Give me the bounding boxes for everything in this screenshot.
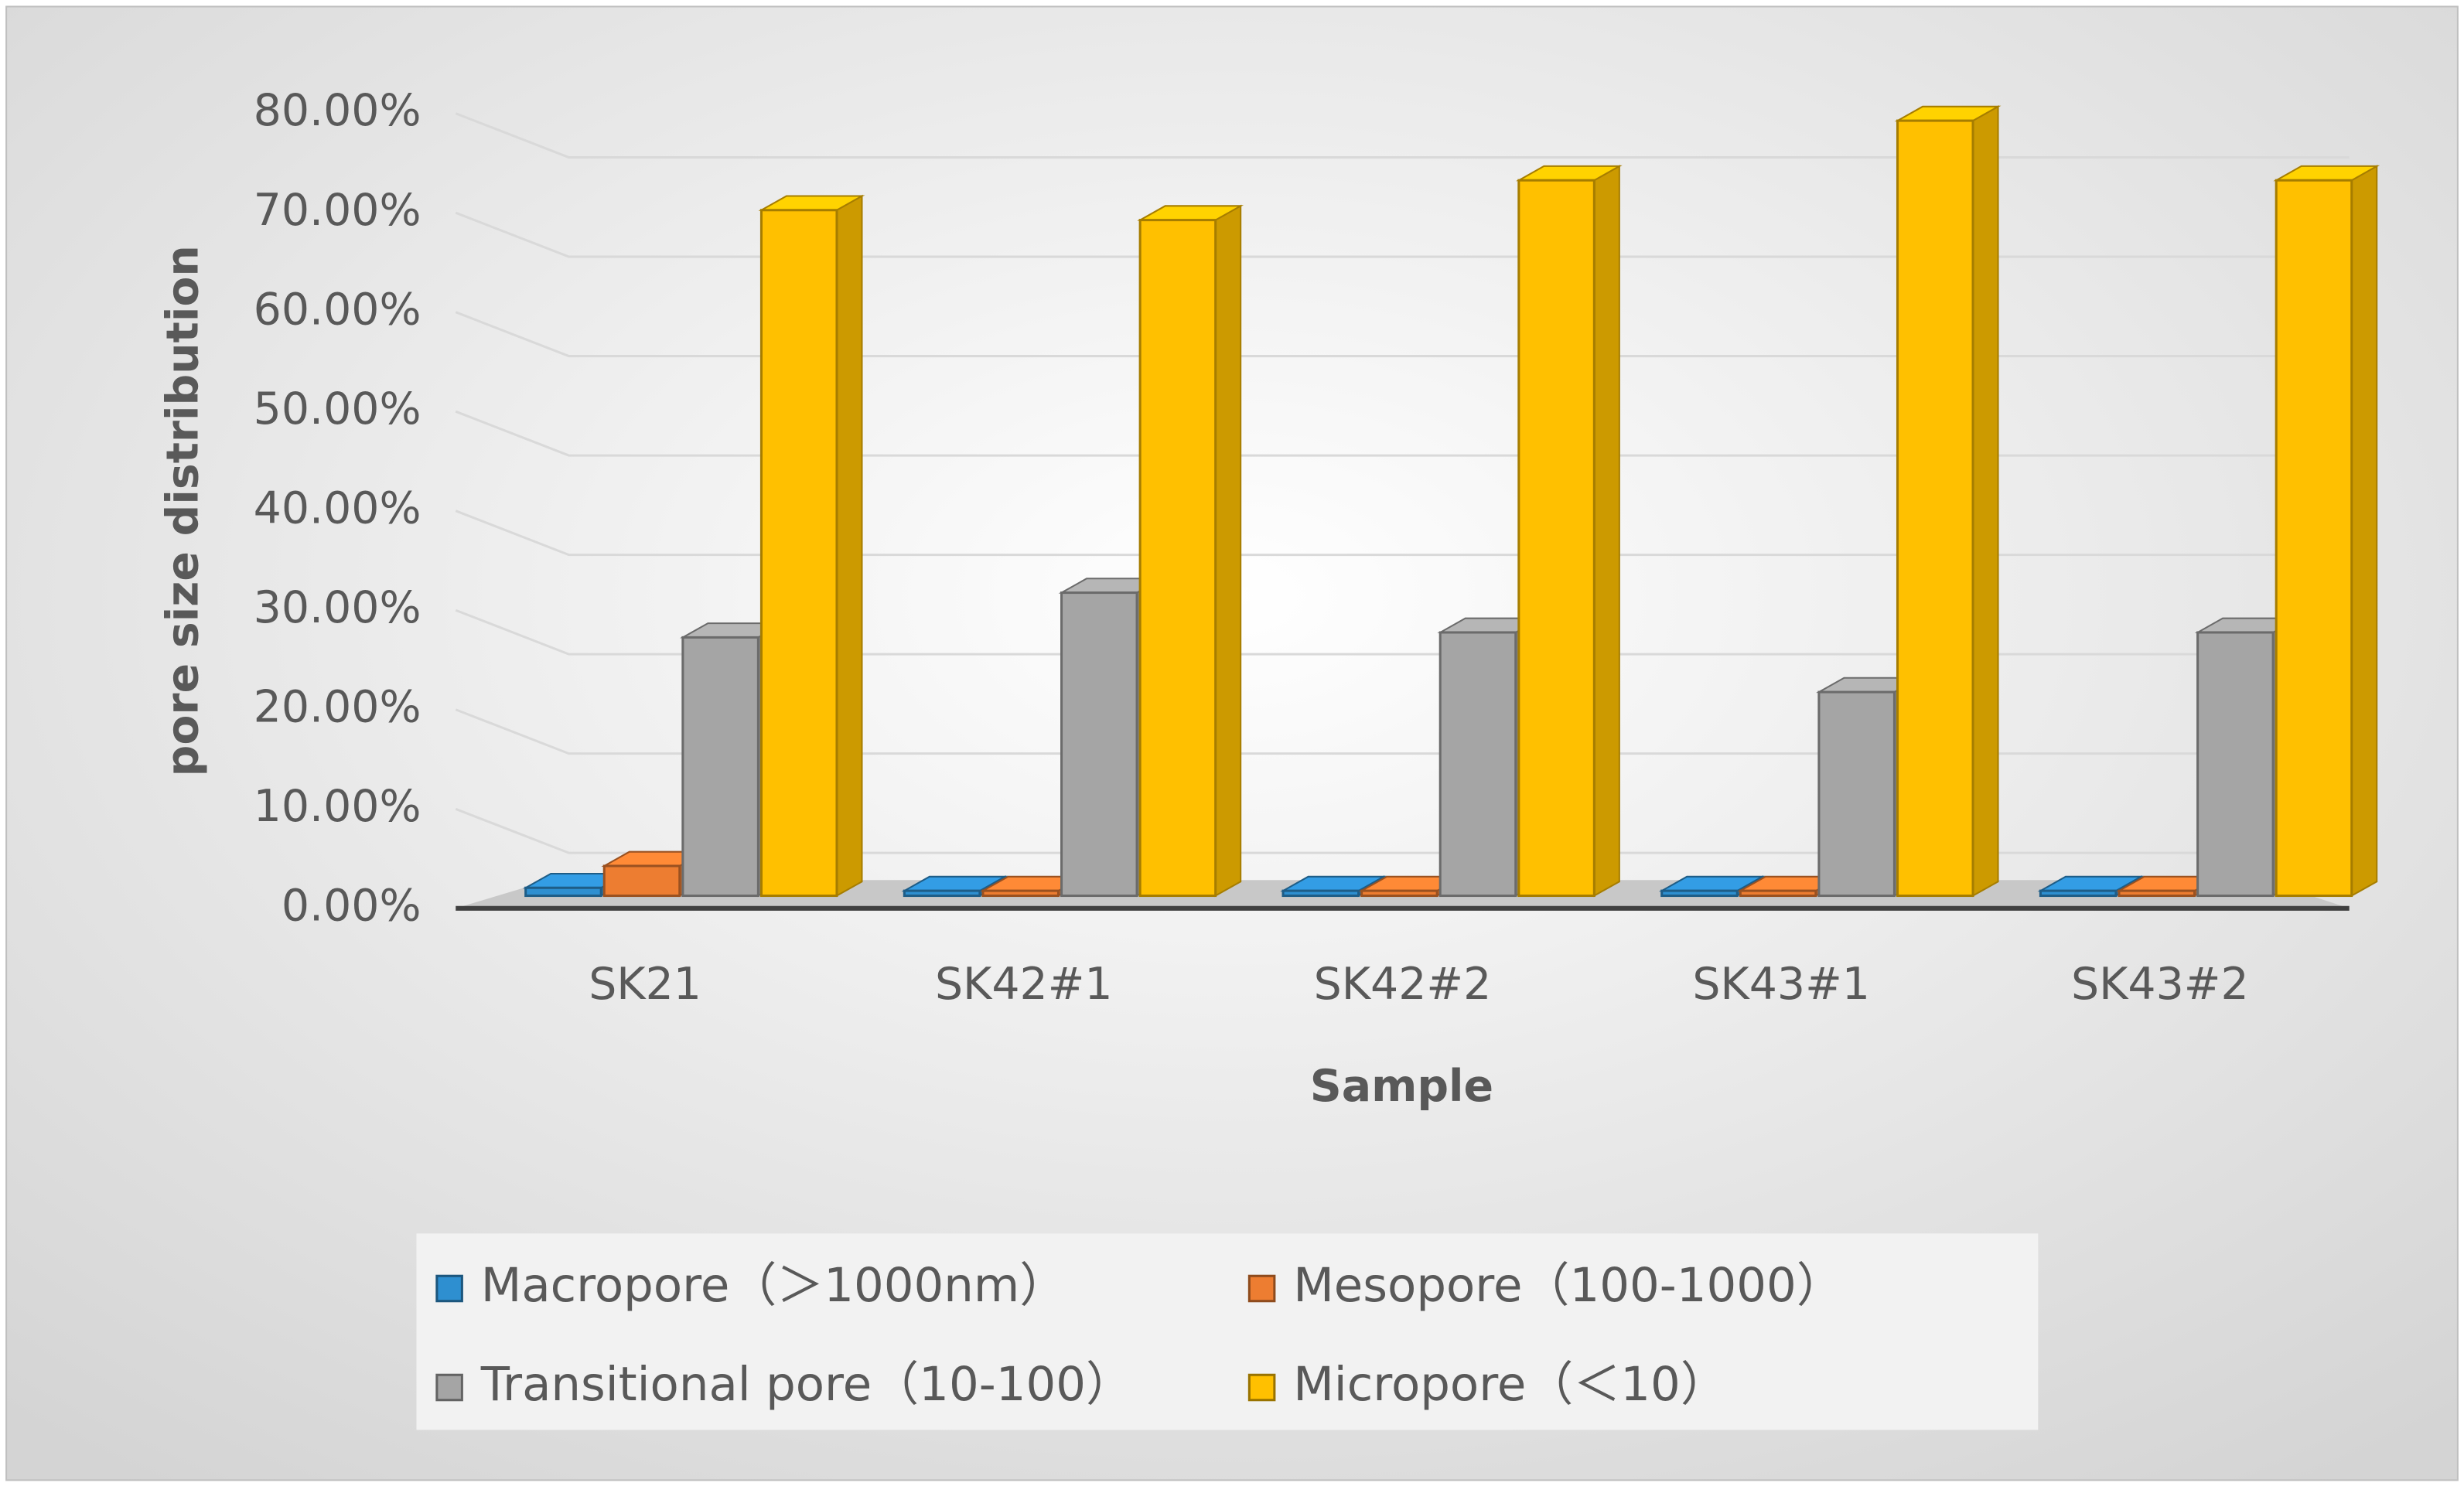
legend-label: Transitional pore（10-100）	[480, 1357, 1133, 1412]
grid-line	[455, 211, 2350, 258]
bar	[1896, 119, 1974, 898]
grid-line	[455, 608, 2350, 656]
grid-line	[455, 708, 2350, 755]
legend-marker	[435, 1373, 463, 1402]
bar	[1817, 690, 1896, 898]
y-tick-label: 60.00%	[254, 284, 421, 335]
bar	[1739, 889, 1817, 898]
y-tick-label: 30.00%	[254, 582, 421, 633]
y-tick-label: 40.00%	[254, 482, 421, 533]
x-tick-label: SK43#1	[1692, 959, 1870, 1010]
bar	[1517, 179, 1595, 898]
bar-side	[2350, 165, 2378, 898]
grid-line	[455, 112, 2350, 159]
legend-marker	[435, 1274, 463, 1303]
y-tick-label: 70.00%	[254, 185, 421, 236]
bar	[2196, 631, 2275, 898]
y-axis-title: pore size distribution	[157, 245, 208, 776]
bar	[759, 209, 838, 898]
bar-side	[835, 194, 863, 898]
grid-line	[455, 510, 2350, 557]
legend-marker	[1247, 1373, 1276, 1402]
legend-label: Macropore（＞1000nm）	[481, 1258, 1066, 1313]
bar	[1138, 219, 1217, 898]
legend-label: Micropore（＜10）	[1293, 1357, 1728, 1412]
x-tick-label: SK21	[589, 959, 701, 1010]
bar-side	[1972, 105, 1999, 898]
bar	[2039, 889, 2118, 898]
bar	[1660, 889, 1739, 898]
bar	[1281, 889, 1360, 898]
y-tick-label: 20.00%	[254, 681, 421, 732]
legend-marker	[1247, 1274, 1276, 1303]
grid-line	[455, 807, 2350, 854]
grid-line	[455, 410, 2350, 457]
x-tick-label: SK43#2	[2071, 959, 2249, 1010]
bar	[903, 889, 981, 898]
bar	[2275, 179, 2353, 898]
legend	[416, 1233, 2039, 1430]
y-tick-label: 80.00%	[254, 85, 421, 136]
x-tick-label: SK42#2	[1314, 959, 1492, 1010]
bar	[1060, 591, 1138, 898]
y-tick-label: 10.00%	[254, 781, 421, 832]
y-tick-label: 0.00%	[282, 880, 421, 931]
x-axis-title: Sample	[1310, 1061, 1493, 1112]
bar	[1360, 889, 1438, 898]
grid-line	[455, 311, 2350, 358]
x-tick-label: SK42#1	[935, 959, 1113, 1010]
y-tick-label: 50.00%	[254, 383, 421, 435]
bar-side	[1214, 204, 1242, 898]
bar	[1438, 631, 1517, 898]
bar	[681, 636, 759, 898]
bar	[524, 886, 602, 898]
bar-side	[1593, 165, 1620, 898]
bar	[981, 889, 1060, 898]
legend-label: Mesopore（100-1000）	[1293, 1258, 1844, 1313]
bar	[602, 864, 681, 898]
bar	[2118, 889, 2196, 898]
